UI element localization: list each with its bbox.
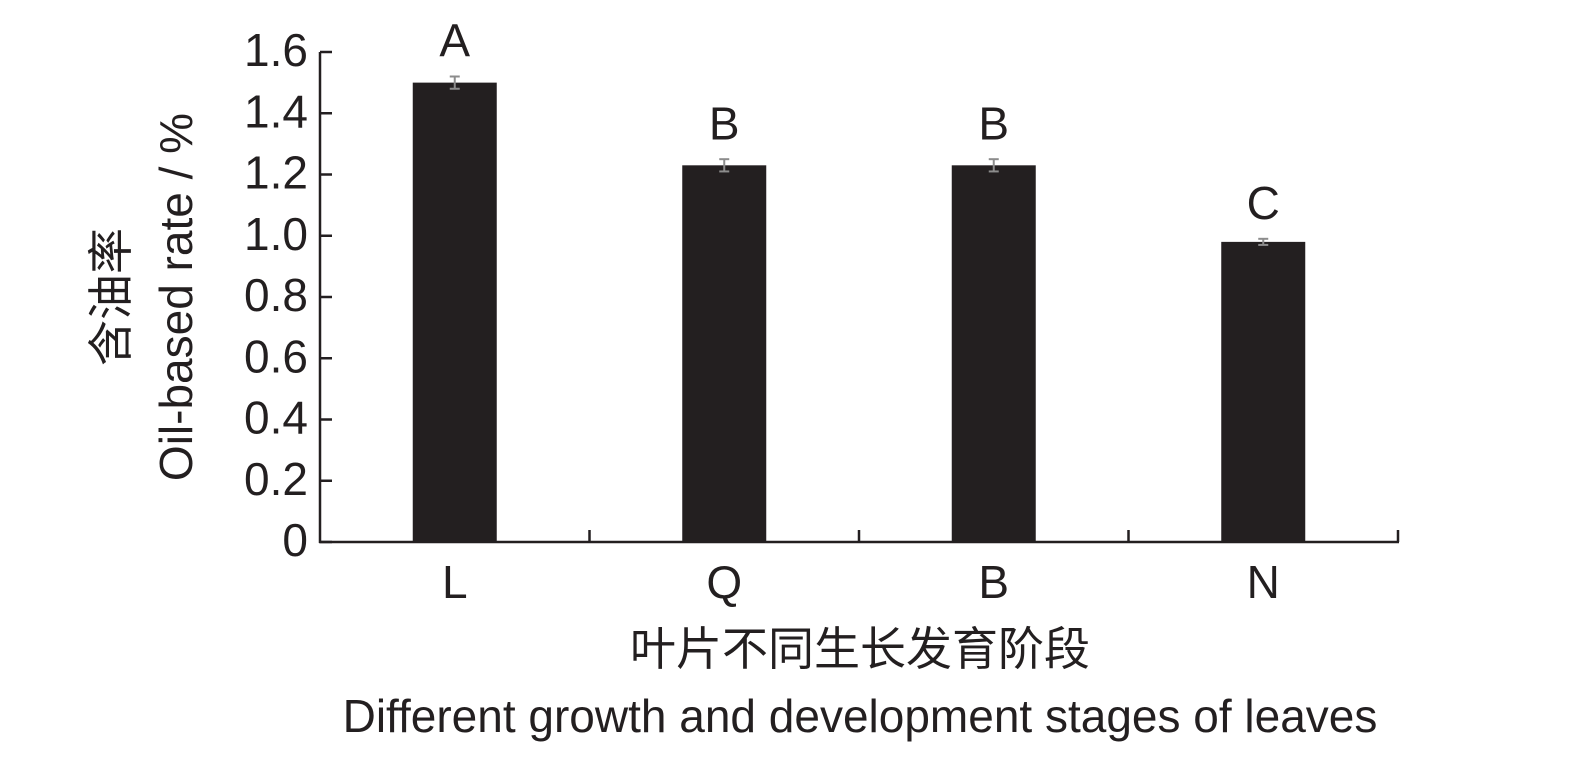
y-tick-label: 1.6	[244, 24, 308, 76]
x-axis-title: Different growth and development stages …	[343, 690, 1378, 742]
y-tick-label: 0.8	[244, 269, 308, 321]
bar	[682, 165, 767, 542]
y-tick-label: 0.2	[244, 453, 308, 505]
y-axis-title-cn: 含油率	[85, 228, 137, 366]
y-tick-label: 0.4	[244, 392, 308, 444]
y-tick-label: 1.0	[244, 208, 308, 260]
x-tick-label: L	[442, 556, 468, 608]
y-axis-title: Oil-based rate / %	[150, 113, 202, 481]
x-tick-label: Q	[706, 556, 742, 608]
significance-letter: C	[1247, 177, 1280, 229]
y-tick-label: 1.2	[244, 147, 308, 199]
significance-letter: B	[978, 97, 1009, 149]
bar	[1221, 241, 1306, 542]
bar	[951, 165, 1036, 542]
y-tick-label: 1.4	[244, 85, 308, 137]
x-tick-label: B	[978, 556, 1009, 608]
y-tick-label: 0	[282, 514, 308, 566]
x-tick-label: N	[1247, 556, 1280, 608]
x-axis-title-cn: 叶片不同生长发育阶段	[630, 623, 1090, 675]
significance-letter: B	[709, 97, 740, 149]
significance-letter: A	[439, 15, 470, 67]
bar	[412, 82, 497, 542]
y-tick-label: 0.6	[244, 330, 308, 382]
